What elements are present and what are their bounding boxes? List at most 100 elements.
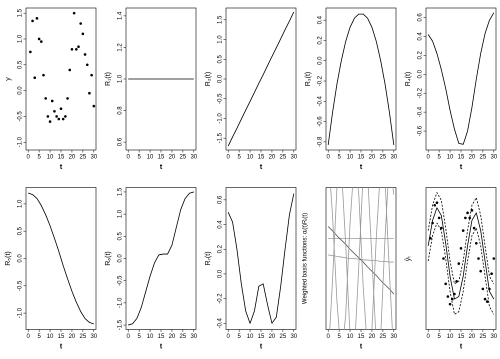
data-point	[457, 262, 461, 265]
x-tick-label: 5	[237, 334, 241, 340]
data-point	[444, 282, 447, 286]
data-point	[64, 115, 67, 118]
data-point	[468, 216, 472, 220]
x-tick-label: 15	[58, 155, 65, 161]
data-point	[459, 247, 463, 250]
panel: 0 5 10 15 20 25 30 -0.4 -0.2 0.0 0.2 0.4 0.6 t R₇(t)	[205, 187, 298, 350]
x-tick-label: 0	[127, 334, 131, 340]
x-tick-label: 20	[269, 155, 276, 161]
x-tick-label: 0	[327, 334, 331, 340]
y-tick-label: 1.0	[18, 34, 24, 43]
y-tick-label: 0.2	[318, 36, 324, 45]
x-tick-label: 0	[227, 155, 231, 161]
x-tick-label: 10	[147, 155, 154, 161]
data-point	[77, 45, 80, 49]
y-tick-label: 0.0	[18, 254, 24, 263]
data-point	[35, 17, 39, 20]
x-tick-label: 15	[458, 155, 465, 161]
data-point	[466, 211, 469, 215]
x-axis-label: t	[60, 164, 63, 171]
y-tick-label: 1.5	[218, 15, 224, 24]
data-point	[92, 104, 96, 108]
x-tick-label: 5	[37, 334, 41, 340]
y-tick-label: 0.5	[218, 54, 224, 63]
x-tick-label: 5	[37, 155, 41, 161]
x-tick-label: 10	[447, 155, 454, 161]
x-tick-label: 10	[47, 334, 54, 340]
y-tick-label: 0.4	[418, 32, 424, 41]
panel: 0 5 10 15 20 25 30 -1.5 -1.0 -0.5 0.0 0.5 1.0 1.5 t R₆(…	[105, 187, 198, 350]
y-tick-label: 0.5	[118, 231, 124, 240]
x-tick-label: 15	[158, 155, 165, 161]
plot-area	[28, 192, 94, 325]
plot-area	[327, 13, 395, 145]
x-tick-label: 25	[80, 155, 87, 161]
x-tick-label: 15	[358, 334, 365, 340]
data-point	[435, 201, 439, 205]
x-tick-label: 10	[347, 334, 354, 340]
y-tick-label: -0.5	[118, 275, 124, 286]
data-point	[442, 257, 445, 260]
y-tick-label: -0.4	[218, 317, 224, 328]
panel: 0 5 10 15 20 25 30 t ŷₜ	[405, 187, 498, 350]
data-point	[492, 257, 496, 260]
x-tick-label: 30	[190, 334, 197, 340]
data-point	[81, 32, 85, 36]
x-axis-label: t	[360, 164, 363, 171]
x-tick-label: 25	[480, 334, 487, 340]
data-point	[481, 287, 485, 291]
panel: 0 5 10 15 20 25 30 0.6 0.8 1.0 1.2 1.4 t R₁(t)	[105, 7, 198, 171]
x-tick-label: 30	[490, 334, 497, 340]
data-line	[28, 192, 94, 325]
x-tick-label: 30	[90, 155, 97, 161]
x-tick-label: 25	[180, 155, 187, 161]
data-line	[227, 193, 295, 324]
x-tick-label: 30	[390, 155, 397, 161]
panel: 0 5 10 15 20 25 30 -1.0 -0.5 0.0 0.5 1.0 t R₅(t)	[5, 187, 98, 350]
x-axis-label: t	[160, 164, 163, 171]
x-tick-label: 15	[158, 334, 165, 340]
y-axis-label: Weighted basis functions: αⱼ(t)Rⱼ(t)	[303, 213, 309, 304]
data-line	[227, 11, 295, 147]
y-tick-label: 0.8	[118, 106, 124, 115]
y-tick-label: 0.6	[118, 137, 124, 146]
x-axis-label: t	[260, 164, 263, 171]
data-point	[42, 73, 45, 77]
plot-frame	[325, 7, 397, 151]
panel: 0 5 10 15 20 25 30 t Weighted basis functions: α…	[303, 187, 398, 350]
x-tick-label: 10	[147, 334, 154, 340]
data-point	[75, 48, 78, 51]
x-axis-label: t	[360, 343, 363, 350]
x-tick-label: 0	[327, 155, 331, 161]
x-tick-label: 5	[137, 334, 141, 340]
y-tick-label: -0.4	[318, 95, 324, 106]
data-point	[53, 109, 56, 113]
data-point	[37, 37, 41, 41]
data-point	[55, 115, 58, 118]
y-tick-label: 0.0	[218, 269, 224, 278]
y-tick-label: -0.2	[218, 293, 224, 304]
y-tick-label: -0.5	[18, 111, 24, 122]
y-axis-label: R₆(t)	[105, 251, 112, 266]
plot-area	[427, 192, 496, 315]
x-tick-label: 10	[347, 155, 354, 161]
x-tick-label: 30	[190, 155, 197, 161]
data-point	[490, 272, 493, 276]
x-axis-label: t	[460, 343, 463, 350]
data-point	[83, 53, 87, 56]
plot-area	[227, 193, 295, 324]
x-tick-label: 25	[80, 334, 87, 340]
plot-area	[327, 187, 395, 330]
data-point	[475, 241, 478, 245]
data-point	[33, 76, 37, 80]
y-tick-label: 0.5	[18, 60, 24, 69]
y-tick-label: 0.6	[218, 195, 224, 204]
y-tick-label: 0.2	[418, 51, 424, 60]
y-tick-label: -0.4	[418, 106, 424, 117]
y-tick-label: 1.0	[218, 35, 224, 44]
x-tick-label: 25	[280, 155, 287, 161]
x-tick-label: 25	[280, 334, 287, 340]
y-tick-label: 0.0	[418, 69, 424, 78]
x-tick-label: 20	[469, 334, 476, 340]
